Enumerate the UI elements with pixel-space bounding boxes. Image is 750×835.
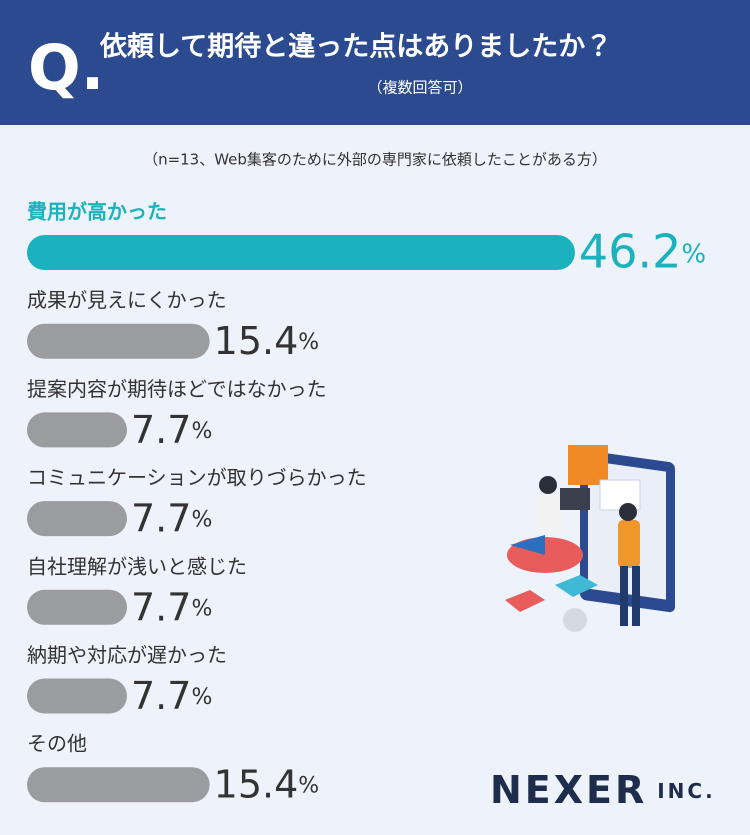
- value-label: 15.4%: [214, 762, 320, 806]
- illustration: [505, 445, 675, 632]
- category-label: コミュニケーションが取りづらかった: [27, 466, 367, 490]
- value-label: 7.7%: [131, 407, 212, 451]
- value-label: 7.7%: [131, 496, 212, 540]
- bar: [27, 323, 210, 359]
- subtitle: （複数回答可）: [367, 79, 472, 97]
- category-label: 納期や対応が遅かった: [27, 643, 227, 667]
- category-label: 提案内容が期待ほどではなかった: [27, 377, 327, 401]
- brand-logo: NEXER INC.: [490, 768, 716, 812]
- bar: [27, 412, 127, 448]
- bar: [27, 767, 210, 803]
- note: （n=13、Web集客のために外部の専門家に依頼したことがある方）: [143, 151, 607, 169]
- value-label: 7.7%: [131, 674, 212, 718]
- bar: [27, 678, 127, 714]
- q-mark: Q.: [28, 31, 104, 104]
- value-label: 46.2%: [579, 224, 706, 278]
- category-label: その他: [27, 732, 87, 756]
- value-label: 15.4%: [214, 319, 320, 363]
- bar: [27, 589, 127, 625]
- chart-title: 依頼して期待と違った点はありましたか？: [99, 32, 612, 63]
- category-label: 成果が見えにくかった: [27, 288, 227, 312]
- value-label: 7.7%: [131, 585, 212, 629]
- category-label: 費用が高かった: [27, 200, 167, 224]
- bar: [27, 501, 127, 537]
- bar: [27, 235, 575, 270]
- header-band: [0, 0, 750, 125]
- category-label: 自社理解が浅いと感じた: [27, 554, 247, 578]
- bars: 費用が高かった 46.2% 成果が見えにくかった 15.4% 提案内容が期待ほどではなか…: [27, 200, 706, 806]
